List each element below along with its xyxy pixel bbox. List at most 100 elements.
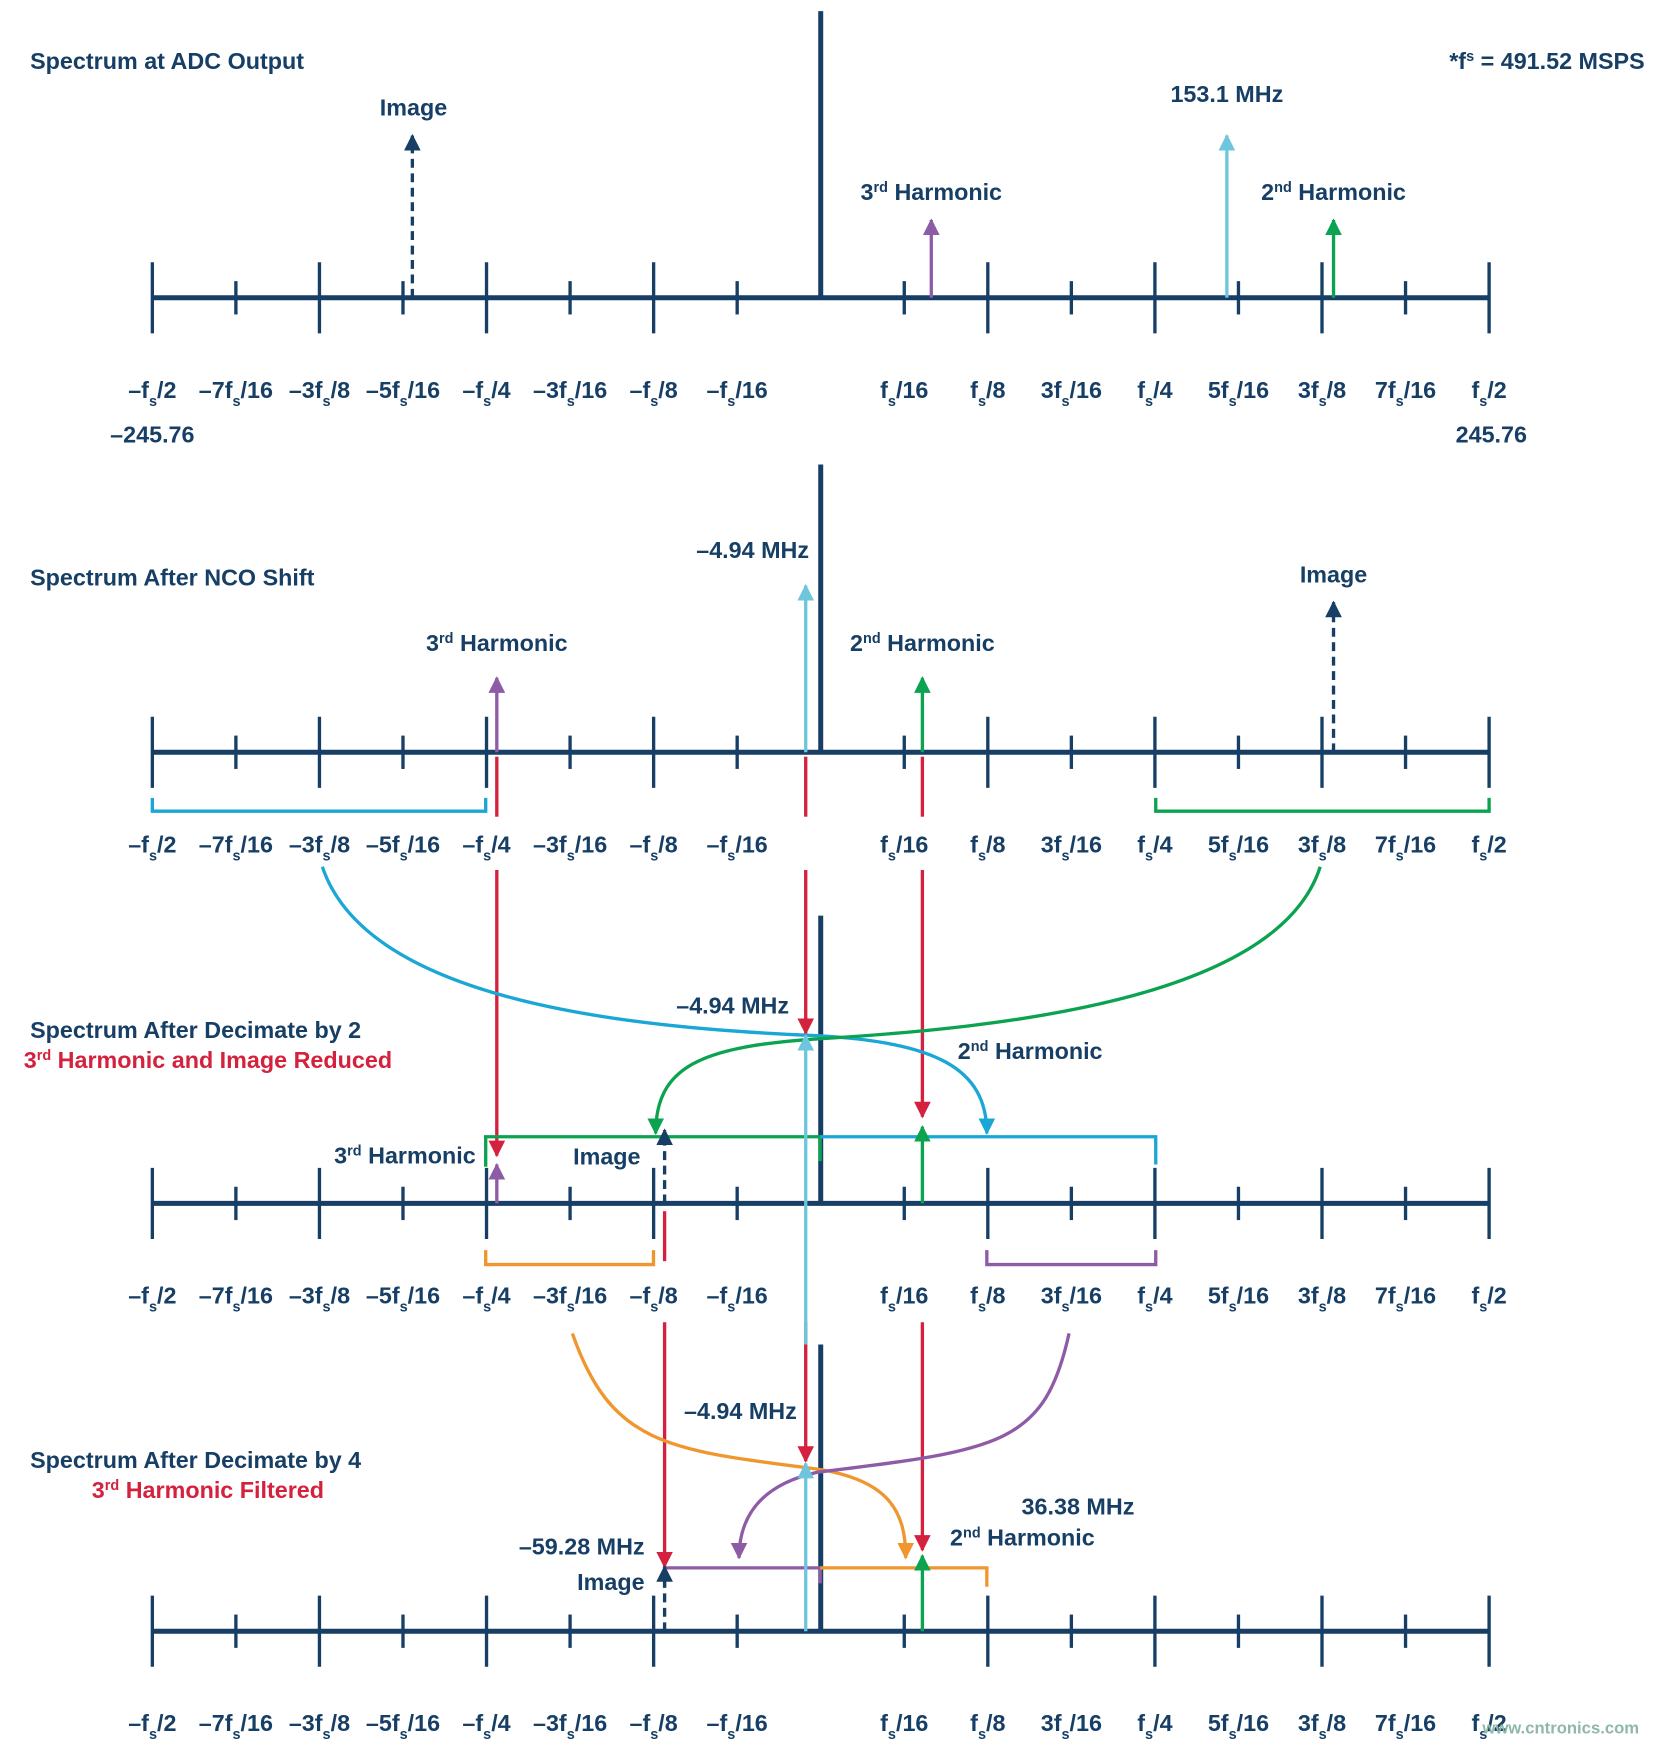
text-part: –f <box>707 377 728 403</box>
text-part: 5f <box>1208 377 1229 403</box>
text-part: *f <box>1449 48 1466 74</box>
text-part: f <box>970 1282 978 1308</box>
text-part: –7f <box>199 831 233 857</box>
text-part: 3f <box>1041 1282 1062 1308</box>
text-part: f <box>880 1282 888 1308</box>
text-part: s <box>1479 1727 1487 1743</box>
text-part: Harmonic <box>988 1038 1102 1064</box>
axis-label: –3fs/8 <box>289 377 350 410</box>
text-part: nd <box>963 1526 981 1542</box>
axis-label: 3fs/8 <box>1298 1710 1346 1743</box>
band-bracket <box>484 1135 822 1167</box>
text-part: = 491.52 MSPS <box>1474 48 1645 74</box>
text-part: –3f <box>289 377 323 403</box>
text-part: s <box>567 1299 575 1315</box>
text-part: s <box>567 1727 575 1743</box>
text-part: f <box>970 377 978 403</box>
text-part: s <box>1229 1727 1237 1743</box>
text-part: /8 <box>1327 1710 1346 1736</box>
text-part: s <box>1145 848 1153 864</box>
text-part: s <box>650 848 658 864</box>
text-part: s <box>400 1727 408 1743</box>
text-part: /4 <box>491 831 510 857</box>
band-bracket <box>820 1566 989 1587</box>
text-part: s <box>1319 848 1327 864</box>
text-part: Harmonic Filtered <box>119 1477 324 1503</box>
panel-title: Spectrum After NCO Shift <box>30 565 315 591</box>
axis-label: fs/2 <box>1471 1282 1506 1315</box>
axis-label: –7fs/16 <box>199 1282 273 1315</box>
axis-label: –3fs/16 <box>533 831 607 864</box>
text-part: /2 <box>157 1710 176 1736</box>
text-part: rd <box>439 631 453 647</box>
text-part: /2 <box>157 831 176 857</box>
text-part: s <box>1479 1299 1487 1315</box>
axis-label: 5fs/16 <box>1208 1710 1269 1743</box>
text-part: –f <box>462 1710 483 1736</box>
text-part: /8 <box>331 831 350 857</box>
axis-label: –5fs/16 <box>366 1710 440 1743</box>
text-part: rd <box>105 1478 119 1494</box>
text-part: 7f <box>1375 831 1396 857</box>
text-part: nd <box>863 631 881 647</box>
text-part: Harmonic <box>888 179 1002 205</box>
text-part: /16 <box>1404 1710 1436 1736</box>
band-bracket <box>985 1250 1158 1267</box>
text-part: /16 <box>1404 831 1436 857</box>
axis-label: 7fs/16 <box>1375 377 1436 410</box>
axis-label: 3fs/8 <box>1298 1282 1346 1315</box>
axis-label: –fs/2 <box>128 377 176 410</box>
arrow-label: Image <box>380 95 447 121</box>
axis-label: –3fs/16 <box>533 1282 607 1315</box>
axis-label: –3fs/8 <box>289 1710 350 1743</box>
axis-label: –fs/2 <box>128 1282 176 1315</box>
text-part: 5f <box>1208 1710 1229 1736</box>
text-part: Harmonic and Image Reduced <box>51 1047 392 1073</box>
axis-label: fs/8 <box>970 1282 1005 1315</box>
text-part: /16 <box>735 1710 767 1736</box>
fold-curve <box>570 1332 915 1560</box>
text-part: Harmonic <box>453 630 567 656</box>
arrow-label: –4.94 MHz <box>696 537 809 563</box>
text-part: /16 <box>896 831 928 857</box>
axis-label: 5fs/16 <box>1208 377 1269 410</box>
text-part: s <box>323 1727 331 1743</box>
axis-end-value: –245.76 <box>110 421 194 447</box>
text-part: 3 <box>426 630 439 656</box>
text-part: s <box>1229 848 1237 864</box>
text-part: s <box>888 1299 896 1315</box>
text-part: –7f <box>199 1282 233 1308</box>
axis-label: –fs/16 <box>707 1282 768 1315</box>
text-part: –3f <box>289 1710 323 1736</box>
text-part: /16 <box>241 1710 273 1736</box>
arrow-label: 2nd Harmonic <box>850 630 995 656</box>
text-part: 2 <box>950 1525 963 1551</box>
text-part: –f <box>462 1282 483 1308</box>
text-part: /16 <box>896 377 928 403</box>
axis-label: –fs/2 <box>128 831 176 864</box>
axis-label: –fs/8 <box>629 831 677 864</box>
text-part: /4 <box>1153 831 1172 857</box>
text-part: s <box>1466 49 1474 65</box>
text-part: /16 <box>1237 1282 1269 1308</box>
text-part: f <box>1471 1710 1479 1736</box>
text-part: s <box>400 394 408 410</box>
text-part: f <box>1137 377 1145 403</box>
text-part: –f <box>707 831 728 857</box>
text-part: 5f <box>1208 1282 1229 1308</box>
axis-label: fs/2 <box>1471 831 1506 864</box>
text-part: /4 <box>491 377 510 403</box>
text-part: /16 <box>1404 377 1436 403</box>
text-part: Harmonic <box>881 630 995 656</box>
axis-label: fs/2 <box>1471 377 1506 410</box>
axis-label: –5fs/16 <box>366 1282 440 1315</box>
axis-label: 7fs/16 <box>1375 1710 1436 1743</box>
text-part: 2 <box>850 630 863 656</box>
text-part: s <box>1145 1727 1153 1743</box>
axis-label: fs/4 <box>1137 377 1172 410</box>
text-part: 3 <box>24 1047 37 1073</box>
fold-curve <box>647 866 1322 1136</box>
axis-label: 3fs/16 <box>1041 1710 1102 1743</box>
text-part: s <box>1396 848 1404 864</box>
axis-label: –fs/2 <box>128 1710 176 1743</box>
